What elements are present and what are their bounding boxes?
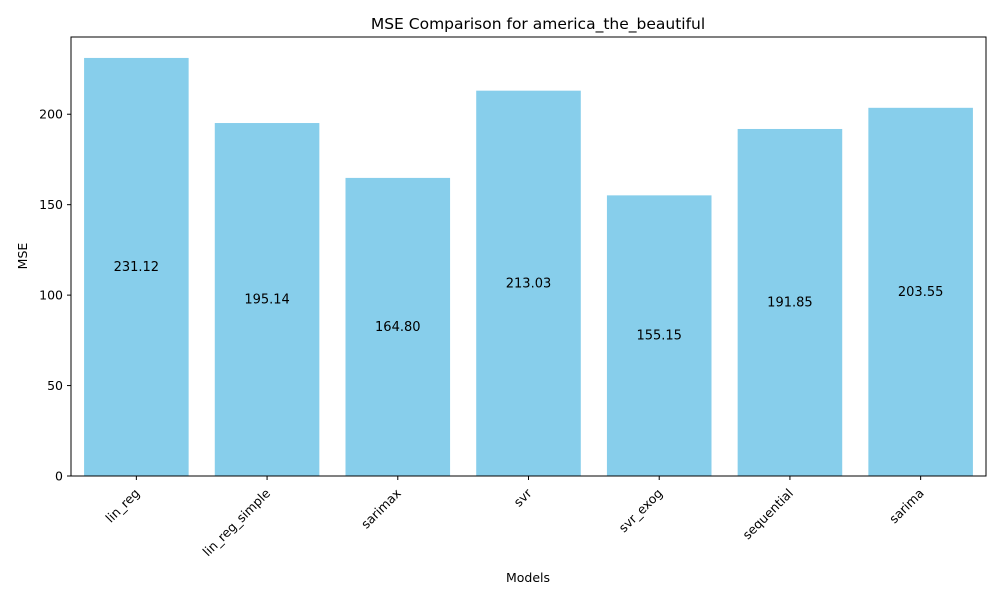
- plot-frame: [70, 36, 987, 477]
- bar-lin_reg_simple: [214, 123, 320, 477]
- y-tick-label-0: 0: [55, 469, 63, 484]
- x-tick-label-svr: svr: [511, 485, 536, 510]
- value-label-sarimax: 164.80: [375, 320, 421, 335]
- bars-layer: [84, 57, 973, 477]
- value-label-svr: 213.03: [506, 276, 552, 291]
- x-tick-label-svr_exog: svr_exog: [616, 486, 666, 536]
- x-axis-label: Models: [506, 570, 550, 585]
- y-tick-label-50: 50: [47, 378, 63, 393]
- x-tick-label-lin_reg: lin_reg: [102, 486, 142, 526]
- bar-sarima: [868, 107, 973, 477]
- x-tick-label-sarimax: sarimax: [358, 486, 404, 532]
- bar-sequential: [737, 128, 843, 476]
- bar-svr: [476, 90, 581, 477]
- x-tick-label-sequential: sequential: [739, 486, 796, 543]
- y-tick-label-150: 150: [39, 197, 63, 212]
- value-label-lin_reg_simple: 195.14: [244, 293, 290, 308]
- bar-svr_exog: [606, 195, 712, 476]
- x-tick-label-lin_reg_simple: lin_reg_simple: [200, 485, 274, 559]
- value-label-svr_exog: 155.15: [636, 329, 682, 344]
- chart-title: MSE Comparison for america_the_beautiful: [371, 15, 705, 34]
- y-axis-label: MSE: [15, 243, 30, 270]
- value-label-sequential: 191.85: [767, 295, 813, 310]
- value-labels-layer: 231.12 195.14 164.80 213.03 155.15 191.85 203.…: [114, 260, 944, 344]
- value-label-sarima: 203.55: [898, 285, 944, 300]
- bar-sarimax: [345, 177, 451, 477]
- y-tick-label-200: 200: [39, 107, 63, 122]
- x-tick-label-sarima: sarima: [886, 486, 927, 527]
- bar-lin_reg: [84, 57, 189, 476]
- value-label-lin_reg: 231.12: [114, 260, 160, 275]
- y-tick-label-100: 100: [39, 288, 63, 303]
